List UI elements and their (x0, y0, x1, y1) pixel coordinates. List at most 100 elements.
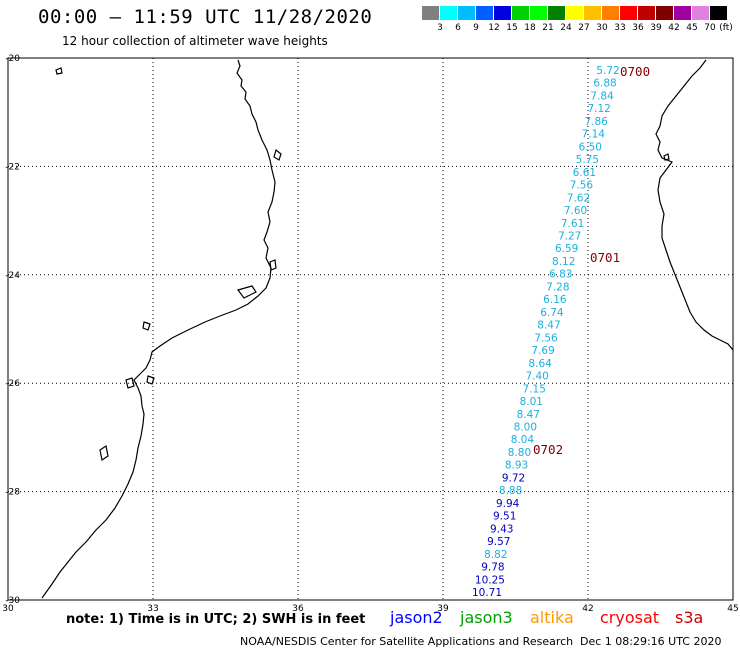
scale-swatch (674, 6, 691, 20)
lat-tick-label: -28 (5, 488, 20, 498)
scale-swatch (422, 6, 439, 20)
wave-height-label: 7.56 (570, 180, 594, 192)
wave-height-label: 8.47 (517, 409, 540, 421)
wave-height-label: 8.93 (505, 460, 528, 472)
wave-height-label: 8.82 (484, 549, 507, 561)
satellite-legend-item: s3a (675, 608, 704, 627)
wave-height-label: 7.62 (567, 192, 590, 204)
scale-swatch (566, 6, 583, 20)
track-time-label: 0702 (533, 442, 563, 457)
scale-label: 27 (578, 23, 590, 33)
satellite-legend-item: altika (530, 608, 574, 627)
wave-height-label: 8.47 (537, 320, 560, 332)
graticule-grid (8, 58, 733, 600)
scale-swatch (692, 6, 709, 20)
scale-unit: (ft) (719, 23, 733, 33)
wave-height-label: 8.64 (528, 358, 552, 370)
scale-label: 12 (488, 23, 500, 33)
wave-height-label: 9.43 (490, 523, 513, 535)
scale-label: 39 (650, 23, 662, 33)
map-title: 00:00 — 11:59 UTC 11/28/2020 (38, 6, 373, 28)
latitude-labels: -20 -22 -24 -26 -28 -30 (5, 54, 20, 606)
scale-swatch (638, 6, 655, 20)
lake-1 (125, 377, 135, 389)
wave-height-label: 9.72 (502, 472, 525, 484)
lon-tick-label: 30 (2, 604, 14, 614)
island-5 (55, 67, 63, 75)
wave-height-label: 8.04 (511, 434, 535, 446)
scale-label: 6 (455, 23, 461, 33)
wave-height-label: 8.01 (520, 396, 543, 408)
scale-label: 15 (506, 23, 518, 33)
wave-height-label: 7.84 (590, 90, 614, 102)
lon-tick-label: 36 (292, 604, 304, 614)
scale-swatch (476, 6, 493, 20)
satellite-legend-item: jason2 (390, 608, 443, 627)
wave-height-label: 6.59 (555, 243, 578, 255)
scale-label: 3 (437, 23, 443, 33)
lon-tick-label: 39 (437, 604, 449, 614)
wave-height-label: 5.72 (596, 65, 619, 77)
wave-height-label: 7.61 (561, 218, 584, 230)
scale-label: 24 (560, 23, 572, 33)
scale-swatch (710, 6, 727, 20)
lat-tick-label: -20 (5, 54, 20, 64)
scale-label: 30 (596, 23, 608, 33)
satellite-legend-item: cryosat (600, 608, 660, 627)
wave-height-label: 6.83 (549, 269, 572, 281)
wave-height-label: 10.71 (472, 587, 502, 599)
wave-height-label: 7.14 (582, 129, 606, 141)
scale-swatch (530, 6, 547, 20)
island-4 (99, 445, 109, 461)
scale-label: 36 (632, 23, 644, 33)
wave-height-label: 9.57 (487, 536, 510, 548)
scale-swatch (440, 6, 457, 20)
wave-height-label: 7.60 (564, 205, 587, 217)
scale-swatch (512, 6, 529, 20)
wave-height-label: 9.78 (481, 562, 504, 574)
coastline-mozambique-south-africa (41, 59, 276, 599)
bay-1 (236, 285, 257, 299)
track-time-label: 0701 (590, 250, 620, 265)
island-1 (273, 148, 282, 161)
wave-height-label: 9.94 (496, 498, 520, 510)
altimeter-track: 5.726.887.847.127.867.146.505.756.617.56… (472, 64, 650, 599)
wave-height-label: 8.12 (552, 256, 575, 268)
coastline-madagascar (655, 59, 734, 351)
map-subtitle: 12 hour collection of altimeter wave hei… (62, 34, 328, 48)
footer-timestamp: Dec 1 08:29:16 UTC 2020 (580, 635, 722, 648)
map-frame (7, 57, 734, 601)
scale-swatch (620, 6, 637, 20)
wave-height-label: 6.74 (540, 307, 564, 319)
scale-label: 18 (524, 23, 536, 33)
wave-height-label: 10.25 (475, 574, 505, 586)
scale-label: 70 (704, 23, 716, 33)
scale-label: 21 (542, 23, 554, 33)
scale-swatch (458, 6, 475, 20)
wave-height-label: 8.80 (508, 447, 531, 459)
wave-height-label: 6.61 (573, 167, 596, 179)
wave-height-label: 9.51 (493, 511, 516, 523)
satellite-legend-item: jason3 (460, 608, 513, 627)
wave-height-label: 7.15 (523, 383, 546, 395)
wave-height-label: 7.12 (587, 103, 610, 115)
scale-label: 33 (614, 23, 626, 33)
scale-swatch (494, 6, 511, 20)
wave-height-label: 8.00 (514, 421, 537, 433)
wave-height-label: 5.75 (576, 154, 599, 166)
footer-credit: NOAA/NESDIS Center for Satellite Applica… (240, 635, 574, 648)
lat-tick-label: -24 (5, 271, 20, 281)
island-3 (146, 375, 155, 385)
scale-swatch (602, 6, 619, 20)
scale-label: 42 (668, 23, 680, 33)
wave-height-label: 6.16 (543, 294, 567, 306)
lon-tick-label: 42 (582, 604, 593, 614)
scale-swatch (656, 6, 673, 20)
lat-tick-label: -22 (5, 162, 20, 172)
islet-1 (663, 153, 670, 161)
scale-swatch (548, 6, 565, 20)
wave-height-label: 7.56 (534, 332, 558, 344)
track-time-label: 0700 (620, 64, 650, 79)
footer-note: note: 1) Time is in UTC; 2) SWH is in fe… (66, 612, 366, 627)
